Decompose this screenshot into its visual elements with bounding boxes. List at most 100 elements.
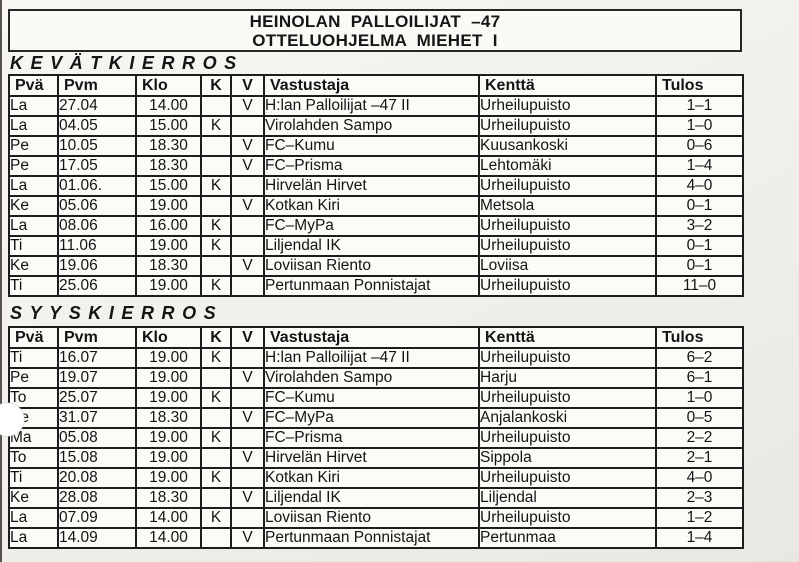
cell-klo: 18.30 (135, 407, 202, 429)
cell-klo: 16.00 (135, 215, 202, 237)
cell-k: K (200, 347, 232, 369)
cell-pva: Ke (8, 487, 59, 509)
col-header-klo: Klo (135, 326, 202, 349)
cell-v: V (230, 407, 265, 429)
cell-k: K (200, 427, 232, 449)
cell-k (200, 527, 232, 549)
cell-kentta: Urheilupuisto (478, 387, 657, 409)
cell-tulos: 1–0 (655, 387, 744, 409)
cell-tulos: 1–4 (655, 155, 744, 177)
title-box: HEINOLAN PALLOILIJAT –47 OTTELUOHJELMA M… (8, 9, 742, 52)
cell-pva: La (8, 95, 59, 117)
cell-klo: 18.30 (135, 255, 202, 277)
match-row: Pe 19.07 19.00 V Virolahden Sampo Harju 6–1 (8, 367, 744, 389)
cell-vastustaja: Virolahden Sampo (263, 367, 480, 389)
cell-tulos: 6–1 (655, 367, 744, 389)
scan-edge-line (0, 0, 2, 562)
cell-tulos: 4–0 (655, 467, 744, 489)
cell-pvm: 19.07 (57, 367, 137, 389)
cell-k (200, 367, 232, 389)
cell-pvm: 14.09 (57, 527, 137, 549)
cell-k: K (200, 175, 232, 197)
cell-v (230, 175, 265, 197)
cell-pva: Ke (8, 195, 59, 217)
cell-pvm: 27.04 (57, 95, 137, 117)
cell-pva: To (8, 447, 59, 469)
cell-klo: 19.00 (135, 447, 202, 469)
match-row: Ti 25.06 19.00 K Pertunmaan Ponnistajat Urhei… (8, 275, 744, 297)
cell-k: K (200, 467, 232, 489)
cell-klo: 19.00 (135, 427, 202, 449)
col-header-kentta: Kenttä (478, 326, 657, 349)
cell-pvm: 05.08 (57, 427, 137, 449)
cell-pvm: 01.06. (57, 175, 137, 197)
cell-pva: La (8, 175, 59, 197)
match-row: La 01.06. 15.00 K Hirvelän Hirvet Urheilupuis… (8, 175, 744, 197)
cell-kentta: Sippola (478, 447, 657, 469)
col-header-pvm: Pvm (57, 326, 137, 349)
cell-tulos: 2–1 (655, 447, 744, 469)
cell-k (200, 155, 232, 177)
cell-tulos: 0–1 (655, 255, 744, 277)
cell-klo: 18.30 (135, 487, 202, 509)
cell-k: K (200, 235, 232, 257)
cell-pvm: 28.08 (57, 487, 137, 509)
section-title-spring-round: KEVÄTKIERROS (10, 53, 244, 73)
cell-pva: La (8, 527, 59, 549)
cell-vastustaja: Hirvelän Hirvet (263, 175, 480, 197)
cell-v: V (230, 487, 265, 509)
cell-k: K (200, 387, 232, 409)
cell-pvm: 10.05 (57, 135, 137, 157)
cell-v: V (230, 447, 265, 469)
cell-pva: Pe (8, 155, 59, 177)
cell-tulos: 0–1 (655, 195, 744, 217)
cell-vastustaja: Liljendal IK (263, 487, 480, 509)
cell-kentta: Pertunmaa (478, 527, 657, 549)
cell-vastustaja: Hirvelän Hirvet (263, 447, 480, 469)
cell-v (230, 215, 265, 237)
cell-v: V (230, 155, 265, 177)
col-header-pva: Pvä (8, 74, 59, 97)
col-header-pvm: Pvm (57, 74, 137, 97)
cell-tulos: 6–2 (655, 347, 744, 369)
cell-vastustaja: FC–MyPa (263, 215, 480, 237)
cell-v (230, 115, 265, 137)
cell-klo: 15.00 (135, 115, 202, 137)
cell-vastustaja: Kotkan Kiri (263, 467, 480, 489)
match-row: Ti 16.07 19.00 K H:lan Palloilijat –47 II Urh… (8, 347, 744, 369)
cell-v (230, 427, 265, 449)
match-row: Ke 28.08 18.30 V Liljendal IK Liljendal 2–3 (8, 487, 744, 509)
cell-vastustaja: Virolahden Sampo (263, 115, 480, 137)
cell-tulos: 0–5 (655, 407, 744, 429)
cell-pva: Ti (8, 347, 59, 369)
schedule-subtitle: OTTELUOHJELMA MIEHET I (252, 30, 498, 50)
cell-tulos: 2–2 (655, 427, 744, 449)
cell-vastustaja: H:lan Palloilijat –47 II (263, 95, 480, 117)
match-row: Ti 20.08 19.00 K Kotkan Kiri Urheilupuisto 4–0 (8, 467, 744, 489)
match-row: La 14.09 14.00 V Pertunmaan Ponnistajat Pertu… (8, 527, 744, 549)
cell-pvm: 16.07 (57, 347, 137, 369)
cell-tulos: 11–0 (655, 275, 744, 297)
cell-k (200, 255, 232, 277)
cell-klo: 19.00 (135, 467, 202, 489)
cell-vastustaja: Loviisan Riento (263, 255, 480, 277)
cell-pvm: 17.05 (57, 155, 137, 177)
cell-pvm: 05.06 (57, 195, 137, 217)
cell-v: V (230, 255, 265, 277)
cell-pvm: 11.06 (57, 235, 137, 257)
col-header-vastustaja: Vastustaja (263, 74, 480, 97)
cell-v: V (230, 95, 265, 117)
cell-kentta: Loviisa (478, 255, 657, 277)
cell-klo: 14.00 (135, 507, 202, 529)
match-row: La 27.04 14.00 V H:lan Palloilijat –47 II Urh… (8, 95, 744, 117)
cell-kentta: Urheilupuisto (478, 175, 657, 197)
col-header-tulos: Tulos (655, 326, 744, 349)
match-row: Ti 11.06 19.00 K Liljendal IK Urheilupuisto 0–… (8, 235, 744, 257)
cell-klo: 15.00 (135, 175, 202, 197)
cell-pvm: 08.06 (57, 215, 137, 237)
cell-tulos: 1–2 (655, 507, 744, 529)
spring-round-table: Pvä Pvm Klo K V Vastustaja Kenttä Tulos La 27.04 1… (8, 74, 744, 297)
cell-tulos: 4–0 (655, 175, 744, 197)
